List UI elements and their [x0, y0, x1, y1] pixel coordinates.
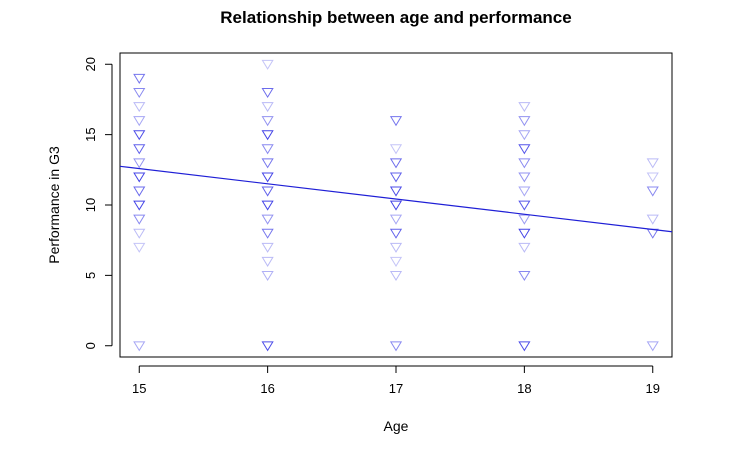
plot-frame [119, 52, 673, 358]
data-point [389, 158, 403, 169]
data-point [133, 172, 146, 183]
data-point [261, 186, 274, 197]
data-point [646, 341, 659, 352]
data-point [518, 158, 531, 169]
x-tick-label: 19 [646, 381, 660, 396]
trendline-group [119, 165, 673, 233]
data-point [133, 341, 146, 352]
data-point [261, 228, 274, 239]
x-axis: 15 16 17 18 19 [132, 365, 660, 396]
y-tick-label: 15 [83, 127, 98, 141]
data-point [518, 116, 531, 127]
data-point [133, 144, 146, 155]
y-tick-label: 20 [83, 57, 98, 71]
data-point [133, 116, 146, 127]
data-point [389, 341, 403, 352]
x-tick-label: 18 [517, 381, 531, 396]
data-point [261, 88, 274, 99]
data-point [261, 270, 274, 282]
data-point [261, 172, 274, 183]
x-tick-label: 16 [260, 381, 274, 396]
data-point [261, 214, 274, 225]
data-point [518, 102, 531, 113]
data-point [646, 214, 659, 225]
data-point [133, 73, 146, 84]
data-point [518, 214, 531, 225]
data-point [389, 116, 403, 127]
data-point [261, 102, 274, 113]
data-point [389, 256, 403, 267]
data-point [518, 341, 531, 352]
data-point [518, 228, 531, 239]
data-point [261, 341, 274, 352]
data-point [133, 88, 146, 99]
data-point [646, 158, 659, 169]
y-axis: 0 5 10 15 20 [83, 57, 113, 349]
data-point [389, 214, 403, 225]
data-point [646, 228, 659, 239]
data-points [133, 59, 659, 352]
data-point [518, 242, 531, 253]
data-point [133, 200, 146, 211]
data-point [261, 158, 274, 169]
data-point [518, 144, 531, 155]
x-axis-label: Age [384, 418, 409, 434]
y-tick-label: 5 [83, 272, 98, 279]
data-point [389, 228, 403, 239]
data-point [261, 130, 274, 141]
data-point [133, 130, 146, 141]
data-point [389, 242, 403, 253]
data-point [646, 172, 659, 183]
data-point [133, 228, 146, 239]
y-tick-label: 10 [83, 198, 98, 212]
data-point [646, 186, 659, 197]
data-point [261, 59, 274, 70]
chart-title: Relationship between age and performance [220, 8, 571, 27]
data-point [389, 270, 403, 282]
data-point [133, 186, 146, 197]
x-tick-label: 17 [389, 381, 403, 396]
data-point [261, 242, 274, 253]
data-point [518, 130, 531, 141]
data-point [133, 158, 146, 169]
data-point [261, 256, 274, 267]
data-point [389, 186, 403, 197]
data-point [133, 214, 146, 225]
y-axis-label: Performance in G3 [46, 146, 62, 264]
y-tick-label: 0 [83, 342, 98, 349]
data-point [518, 186, 531, 197]
data-point [261, 116, 274, 127]
x-tick-label: 15 [132, 381, 146, 396]
data-point [518, 270, 531, 282]
data-point [389, 200, 403, 211]
data-point [261, 144, 274, 155]
data-point [261, 200, 274, 211]
trendline [119, 165, 673, 233]
data-point [133, 102, 146, 113]
data-point [389, 144, 403, 155]
data-point [389, 172, 403, 183]
data-point [518, 172, 531, 183]
data-point [518, 200, 531, 211]
data-point [133, 242, 146, 253]
